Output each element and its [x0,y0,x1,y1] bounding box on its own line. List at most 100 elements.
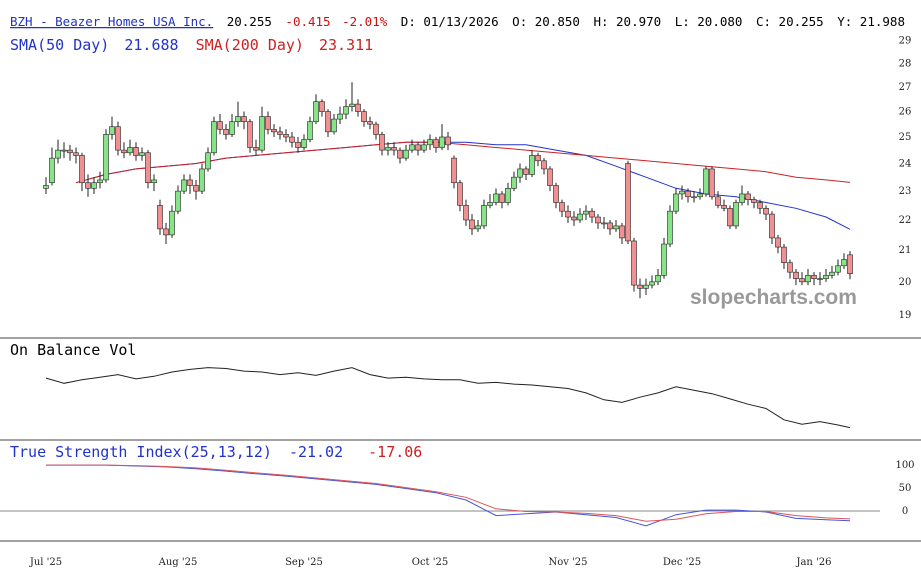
candle-body [379,134,385,151]
candle-body [751,199,757,203]
candle-body [631,240,637,286]
y-tick-label: 20 [899,277,912,288]
panel-title: On Balance Vol [10,341,136,359]
y-tick-label: 100 [895,460,914,471]
candle-body [565,210,571,218]
candle-body [667,210,673,245]
symbol-link[interactable]: BZH - Beazer Homes USA Inc. [10,14,213,29]
candle-body [559,202,565,212]
candle-body [709,168,715,198]
open: O: 20.850 [512,14,580,29]
candle-body [397,149,403,159]
candle-body [643,284,649,289]
candle-body [217,121,223,130]
candle-body [499,193,505,203]
x-tick-label: Dec '25 [663,557,701,568]
candle-body [265,116,271,130]
candle-body [133,147,139,156]
candle-body [355,103,361,112]
candle-body [445,136,451,146]
candle-body [103,134,109,181]
y-tick-label: 21 [899,245,912,256]
candle-body [523,168,529,175]
line [46,464,851,522]
candle-body [253,147,259,151]
candle-body [769,213,775,239]
candle-body [349,103,355,107]
candle-body [373,123,379,135]
candle-body [733,202,739,227]
candle-body [67,149,73,154]
x-tick-label: Oct '25 [412,557,448,568]
candle-body [361,111,367,122]
x-tick-label: Nov '25 [548,557,587,568]
legend-value: 21.688 [124,36,178,54]
candle-body [805,275,811,283]
candle-body [271,128,277,133]
close: C: 20.255 [756,14,824,29]
candle-body [703,168,709,195]
candle-body [451,157,457,184]
x-tick-label: Jan '26 [795,557,831,568]
candle-body [775,237,781,248]
candle-body [247,121,253,148]
candle-body [691,196,697,199]
candle-body [457,182,463,206]
candle-body [403,149,409,159]
line [46,464,851,527]
candle-body [157,205,163,230]
candle-body [739,193,745,203]
candle-body [277,131,283,135]
candle-body [235,116,241,122]
candle-body [781,246,787,263]
y-tick-label: 0 [902,506,908,517]
candle-body [619,225,625,239]
candle-body [295,141,301,148]
candle-body [223,128,229,135]
candle-body [469,219,475,230]
candle-body [115,126,121,151]
last-price: 20.255 [227,14,272,29]
candle-body [517,168,523,178]
candle-body [241,116,247,122]
candle-body [595,216,601,224]
candle-body [847,254,853,274]
line [45,367,851,429]
y-tick-label: 22 [899,215,912,226]
candle-body [415,144,421,151]
candle-body [169,210,175,236]
candle-body [835,265,841,273]
candle-body [601,222,607,225]
candle-body [823,275,829,279]
candle-body [697,193,703,198]
candle-body [475,225,481,230]
candle-body [331,118,337,133]
tsi-value: -21.02 [289,443,343,461]
x-tick-label: Jul '25 [29,557,62,568]
y-tick-label: 23 [899,186,912,197]
candle-body [391,147,397,151]
candle-body [49,157,55,184]
legend-value: 23.311 [319,36,373,54]
candle-body [745,193,751,200]
y-tick-label: 19 [899,310,912,321]
candle-body [811,275,817,279]
candle-body [421,144,427,151]
low: L: 20.080 [675,14,743,29]
candle-body [73,152,79,156]
candle-body [685,190,691,198]
candle-body [97,179,103,184]
legend: SMA(50 Day) 21.688 SMA(200 Day) 23.311 [10,36,373,54]
candle-body [553,185,559,203]
tsi-title: True Strength Index(25,13,12) [10,443,272,461]
header: BZH - Beazer Homes USA Inc. 20.255 -0.41… [10,14,905,29]
candle-body [433,139,439,148]
candle-body [841,259,847,267]
candle-body [91,182,97,189]
candle-body [127,147,133,154]
candle-body [721,205,727,209]
candle-body [463,205,469,221]
y-tick-label: 50 [899,483,912,494]
y-tick-label: 27 [899,82,912,93]
candle-body [175,190,181,212]
